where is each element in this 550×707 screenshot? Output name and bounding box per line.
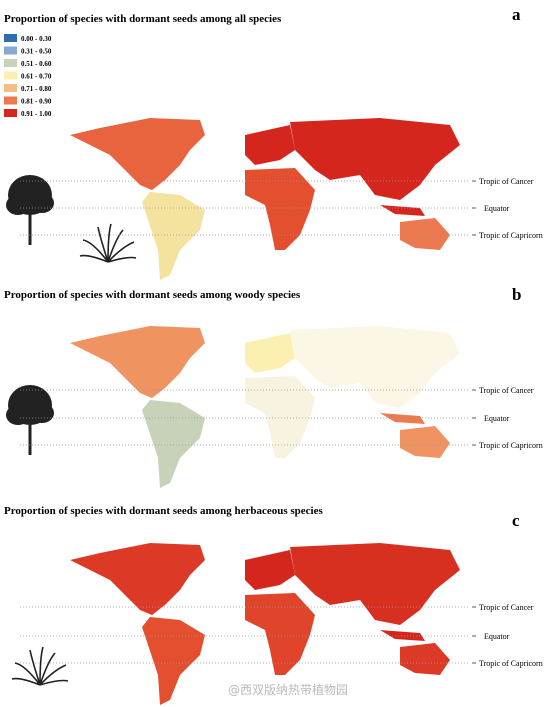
legend-swatch bbox=[4, 59, 17, 67]
panel-letter: b bbox=[512, 285, 521, 304]
latitude-lines: Tropic of Cancer Equator Tropic of Caprico… bbox=[20, 603, 543, 668]
latitude-label: Tropic of Capricorn bbox=[479, 659, 543, 668]
legend-swatch bbox=[4, 34, 17, 42]
map bbox=[70, 538, 460, 705]
panel-c: Proportion of species with dormant seeds… bbox=[4, 505, 543, 705]
panel-b: Proportion of species with dormant seeds… bbox=[4, 285, 543, 488]
map bbox=[70, 113, 460, 280]
legend-label: 0.81 - 0.90 bbox=[21, 98, 52, 106]
panel-title: Proportion of species with dormant seeds… bbox=[4, 289, 301, 301]
latitude-label: Tropic of Cancer bbox=[479, 386, 534, 395]
legend-swatch bbox=[4, 71, 17, 80]
panel-a: Proportion of species with dormant seeds… bbox=[4, 5, 543, 280]
legend-label: 0.61 - 0.70 bbox=[21, 73, 52, 81]
latitude-label: Equator bbox=[484, 414, 510, 423]
latitude-label: Tropic of Capricorn bbox=[479, 441, 543, 450]
latitude-label: Equator bbox=[484, 632, 510, 641]
legend-swatch bbox=[4, 96, 17, 105]
legend-label: 0.71 - 0.80 bbox=[21, 85, 52, 93]
legend-swatch bbox=[4, 46, 17, 55]
legend-label: 0.31 - 0.50 bbox=[21, 48, 52, 56]
legend-swatch bbox=[4, 109, 17, 117]
latitude-label: Tropic of Cancer bbox=[479, 603, 534, 612]
legend-label: 0.00 - 0.30 bbox=[21, 35, 52, 43]
watermark: @西双版纳热带植物园 bbox=[228, 682, 348, 697]
latitude-label: Tropic of Cancer bbox=[479, 177, 534, 186]
legend-label: 0.91 - 1.00 bbox=[21, 110, 52, 118]
latitude-label: Tropic of Capricorn bbox=[479, 231, 543, 240]
panel-letter: c bbox=[512, 511, 520, 530]
panel-title: Proportion of species with dormant seeds… bbox=[4, 13, 282, 25]
latitude-lines: Tropic of Cancer Equator Tropic of Caprico… bbox=[20, 386, 543, 450]
panel-letter: a bbox=[512, 5, 521, 24]
legend: 0.00 - 0.30 0.31 - 0.50 0.51 - 0.60 0.61 - … bbox=[4, 34, 52, 118]
legend-swatch bbox=[4, 84, 17, 92]
map bbox=[70, 321, 460, 488]
legend-label: 0.51 - 0.60 bbox=[21, 60, 52, 68]
latitude-label: Equator bbox=[484, 204, 510, 213]
panel-title: Proportion of species with dormant seeds… bbox=[4, 505, 323, 517]
latitude-lines: Tropic of Cancer Equator Tropic of Caprico… bbox=[20, 177, 543, 240]
